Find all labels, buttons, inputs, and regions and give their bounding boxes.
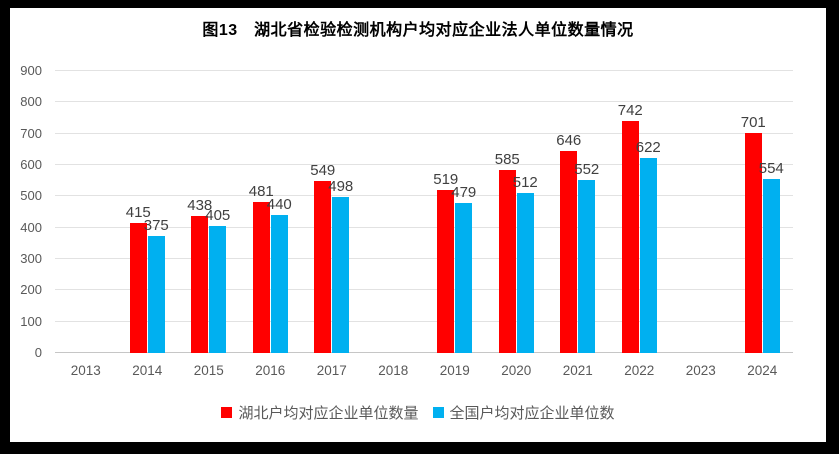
gridline-200 — [55, 289, 793, 291]
y-tick-800: 800 — [20, 94, 42, 110]
bar-series1-2022: 742 — [618, 102, 643, 353]
chart-title: 图13 湖北省检验检测机构户均对应企业法人单位数量情况 — [202, 22, 634, 39]
x-tick-2022: 2022 — [624, 363, 655, 378]
y-tick-0: 0 — [34, 345, 42, 360]
y-tick-100: 100 — [20, 313, 42, 329]
x-tick-2017: 2017 — [316, 363, 347, 378]
legend-item-series2: 全国户均对应企业单位数 — [432, 402, 615, 423]
y-tick-500: 500 — [20, 188, 42, 204]
category-group-2021: 646 552 — [547, 71, 609, 353]
x-tick-2021: 2021 — [562, 363, 593, 378]
data-label-series1-2015: 438 — [187, 196, 213, 214]
data-label-series2-2021: 552 — [574, 161, 600, 179]
data-label-series2-2019: 479 — [451, 183, 477, 201]
data-label-series2-2016: 440 — [266, 196, 292, 214]
gridline-400 — [55, 226, 793, 228]
bar-series2-2016: 440 — [267, 196, 292, 353]
category-group-2024: 701 554 — [732, 71, 794, 353]
bar-series1-2017: 549 — [310, 162, 335, 353]
gridline-300 — [55, 258, 793, 259]
bar-series2-2017: 498 — [328, 178, 353, 353]
category-group-2013 — [55, 71, 117, 353]
y-tick-900: 900 — [20, 63, 42, 78]
x-tick-2013: 2013 — [70, 363, 101, 378]
data-label-series1-2024: 701 — [740, 114, 766, 132]
category-group-2016: 481 440 — [240, 71, 302, 353]
category-group-2022: 742 622 — [609, 71, 671, 353]
legend-swatch-icon — [221, 407, 233, 418]
gridline-600 — [55, 164, 793, 165]
bar-series1-2015: 438 — [187, 197, 212, 353]
x-tick-2014: 2014 — [132, 363, 163, 378]
legend-item-series1: 湖北户均对应企业单位数量 — [221, 402, 419, 423]
category-group-2015: 438 405 — [178, 71, 240, 353]
data-label-series2-2020: 512 — [512, 173, 538, 191]
gridline-500 — [55, 195, 793, 197]
gridline-800 — [55, 101, 793, 103]
bar-series2-2021: 552 — [574, 161, 599, 353]
bar-series2-2019: 479 — [451, 184, 476, 353]
data-label-series2-2024: 554 — [758, 160, 784, 178]
bar-series1-2020: 585 — [495, 151, 520, 353]
gridline-900 — [55, 70, 793, 71]
category-group-2017: 549 498 — [301, 71, 363, 353]
bar-series1-2021: 646 — [556, 132, 581, 353]
data-label-series1-2021: 646 — [556, 131, 582, 149]
x-tick-2018: 2018 — [378, 363, 409, 378]
bar-series2-2015: 405 — [205, 207, 230, 353]
bar-series1-2014: 415 — [126, 204, 151, 353]
bar-series1-2019: 519 — [433, 171, 458, 353]
legend: 湖北户均对应企业单位数量 全国户均对应企业单位数 — [10, 402, 826, 423]
gridline-100 — [55, 320, 793, 322]
data-label-series1-2019: 519 — [433, 171, 459, 189]
bar-series1-2016: 481 — [249, 183, 274, 353]
category-group-2018 — [363, 71, 425, 353]
x-tick-2019: 2019 — [439, 363, 470, 378]
y-tick-300: 300 — [20, 251, 42, 266]
data-label-series2-2014: 375 — [143, 216, 169, 234]
legend-label-series2: 全国户均对应企业单位数 — [449, 405, 615, 422]
gridline-700 — [55, 132, 793, 134]
data-label-series2-2022: 622 — [635, 139, 661, 157]
data-label-series2-2017: 498 — [328, 177, 354, 195]
x-axis-labels: 2013 2014 2015 2016 2017 2018 2019 2020 2021 2022… — [55, 363, 793, 378]
y-axis-labels: 0 100 200 300 400 500 600 700 800 900 — [10, 63, 48, 360]
x-tick-2024: 2024 — [747, 363, 778, 378]
legend-swatch-icon — [432, 407, 444, 418]
category-group-2014: 415 375 — [117, 71, 179, 353]
x-tick-2016: 2016 — [255, 363, 286, 378]
data-label-series2-2015: 405 — [205, 207, 231, 225]
x-tick-2015: 2015 — [193, 363, 224, 378]
x-tick-2023: 2023 — [685, 363, 716, 378]
plot-area: 415 375 438 405 481 440 549 498 519 479 585 512 646 5… — [55, 70, 793, 353]
y-tick-200: 200 — [20, 282, 42, 298]
chart-background: 图13 湖北省检验检测机构户均对应企业法人单位数量情况 0 100 200 300 40… — [10, 8, 826, 442]
legend-label-series1: 湖北户均对应企业单位数量 — [238, 405, 419, 422]
category-group-2020: 585 512 — [486, 71, 548, 353]
data-label-series1-2017: 549 — [310, 161, 336, 179]
data-label-series1-2016: 481 — [248, 183, 274, 201]
y-tick-400: 400 — [20, 219, 42, 235]
category-group-2023 — [670, 71, 732, 353]
bar-series1-2024: 701 — [741, 114, 766, 353]
x-tick-2020: 2020 — [501, 363, 532, 378]
bar-series2-2020: 512 — [513, 174, 538, 353]
data-label-series1-2022: 742 — [617, 101, 643, 119]
bar-series2-2014: 375 — [144, 217, 169, 353]
y-tick-600: 600 — [20, 157, 42, 172]
bar-series2-2024: 554 — [759, 160, 784, 353]
bars-container: 415 375 438 405 481 440 549 498 519 479 585 512 646 5… — [55, 71, 793, 353]
category-group-2019: 519 479 — [424, 71, 486, 353]
data-label-series1-2014: 415 — [125, 203, 151, 221]
bar-series2-2022: 622 — [636, 139, 661, 353]
y-tick-700: 700 — [20, 125, 42, 141]
data-label-series1-2020: 585 — [494, 150, 520, 168]
gridline-0 — [55, 352, 793, 353]
